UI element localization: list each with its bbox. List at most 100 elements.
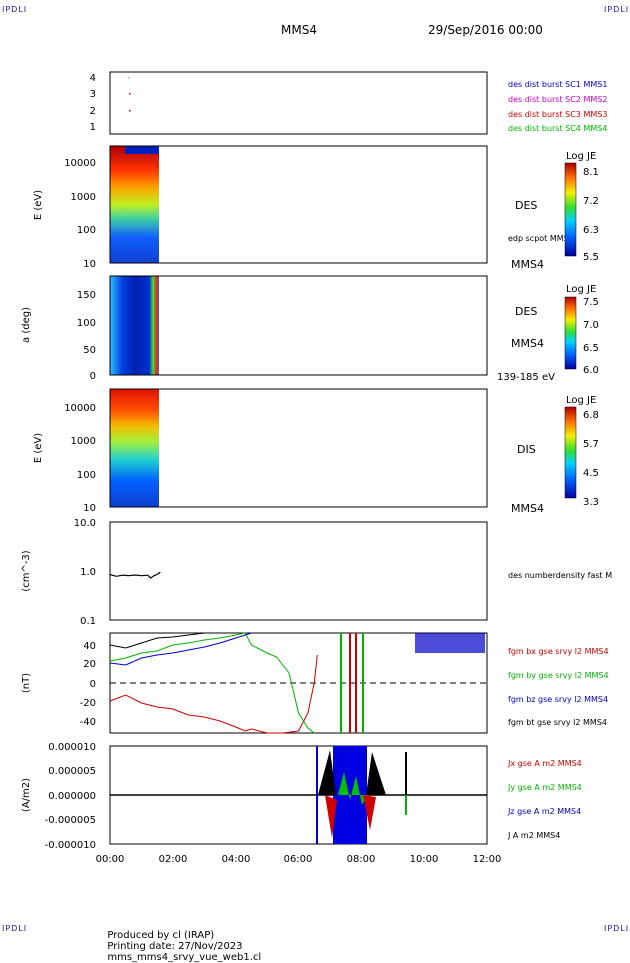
p7-jy-spike-930 [405,795,407,815]
panel-1: 4 3 2 1 des dist burst SC1 MMS1 des dist… [90,71,607,135]
p2-ytick-2: 100 [77,225,96,236]
corner-label-bl: IPDLI [2,924,28,933]
p1-point-mms4 [128,77,130,79]
p6-legend-1: fgm by gse srvy l2 MMS4 [508,671,609,680]
p6-bz-burst [415,633,485,653]
p6-ytick-2: 0 [90,679,96,690]
panel-2-frame [109,145,488,264]
x-tick-4: 08:00 [347,854,376,865]
p3-label3: 139-185 eV [497,372,555,383]
corner-label-br: IPDLI [604,924,630,933]
p2-label3: MMS4 [511,258,544,271]
p2-label2: edp scpot MMS4 [508,234,574,243]
x-tick-5: 10:00 [410,854,439,865]
p7-j-spike-930 [405,752,407,795]
panel-2: E (eV) 10000 1000 100 10 DES edp scpot M… [33,145,599,271]
x-tick-0: 00:00 [96,854,125,865]
p7-legend-0: Jx gse A m2 MMS4 [507,759,582,768]
x-tick-3: 06:00 [284,854,313,865]
p7-jx-region-1 [325,795,337,838]
panel-3: a (deg) 150 100 50 0 DES MMS4 139-185 eV… [21,275,599,383]
p4-cbar-tick-2: 4.5 [583,468,599,479]
p6-by-spike-2 [362,633,364,733]
p2-spectrogram-top [125,146,159,154]
time-axis: 00:00 02:00 04:00 06:00 08:00 10:00 12:0… [96,854,502,865]
p2-cbar-tick-1: 7.2 [583,196,599,207]
p7-jx-region-2 [363,795,376,830]
p3-ytick-2: 50 [83,345,96,356]
p4-cbar-tick-1: 5.7 [583,439,599,450]
p6-series-1 [109,632,315,734]
p2-ytick-3: 10 [83,259,96,270]
footer-printing-date: Printing date: 27/Nov/2023 [107,941,243,952]
p4-ytick-0: 10000 [64,403,96,414]
p1-legend-2: des dist burst SC3 MMS3 [508,110,607,119]
p4-ytick-2: 100 [77,470,96,481]
p2-spectrogram [110,146,159,263]
p7-legend-3: J A m2 MMS4 [507,831,560,840]
p6-ytick-1: 20 [83,659,96,670]
p6-bx-spike-1 [349,633,351,733]
p6-ytick-0: 40 [83,641,96,652]
figure: 4 3 2 1 des dist burst SC1 MMS1 des dist… [21,71,612,865]
p4-instrument: DIS [517,443,536,456]
p5-ytick-2: 0.1 [80,616,96,627]
p6-ytick-4: -40 [80,717,96,728]
p3-ylabel: a (deg) [21,307,32,343]
p7-legend-2: Jz gse A m2 MMS4 [507,807,581,816]
p2-cbar-tick-0: 8.1 [583,167,599,178]
p4-ytick-1: 1000 [71,436,96,447]
p3-ytick-0: 150 [77,290,96,301]
datetime-title: 29/Sep/2016 00:00 [428,23,543,37]
corner-label-tr: IPDLI [604,5,630,14]
p2-ytick-1: 1000 [71,192,96,203]
p6-legend-3: fgm bt gse srvy l2 MMS4 [508,718,607,727]
corner-label-tl: IPDLI [2,5,28,14]
panel-7: (A/m2) 0.000010 0.000005 0.000000 -0.000… [21,742,582,851]
p2-cbar-tick-2: 6.3 [583,225,599,236]
p7-ytick-3: -0.000005 [45,815,96,826]
p6-bx-spike-2 [355,633,357,733]
p5-ytick-1: 1.0 [80,567,96,578]
p2-cbar-title: Log JE [566,151,596,162]
p3-cbar-tick-2: 6.5 [583,343,599,354]
p1-ytick-0: 4 [90,73,96,84]
footer-produced-by: Produced by cl (IRAP) [107,930,215,941]
p7-ytick-4: -0.000010 [45,840,96,851]
p2-instrument: DES [515,199,537,212]
p4-label3: MMS4 [511,502,544,515]
p3-cbar-tick-3: 6.0 [583,365,599,376]
p1-ytick-1: 3 [90,89,96,100]
panel-5: (cm^-3) 10.0 1.0 0.1 des numberdensity f… [21,518,612,627]
p3-spectrogram [110,276,159,375]
p3-cbar-title: Log JE [566,284,596,295]
p7-ytick-2: 0.000000 [48,791,96,802]
x-tick-6: 12:00 [473,854,502,865]
p4-ylabel: E (eV) [33,433,44,463]
panel-1-frame [109,71,488,135]
p2-colorbar [564,162,577,257]
p2-ylabel: E (eV) [33,190,44,220]
p1-legend-0: des dist burst SC1 MMS1 [508,80,607,89]
p4-colorbar [564,406,577,499]
p4-cbar-tick-0: 6.8 [583,410,599,421]
p1-legend-3: des dist burst SC4 MMS4 [508,124,607,133]
spacecraft-title: MMS4 [281,23,317,37]
x-tick-2: 04:00 [222,854,251,865]
p6-series-0 [109,654,318,734]
p4-cbar-tick-3: 3.3 [583,497,599,508]
p5-lines [109,571,161,579]
p7-ytick-0: 0.000010 [48,742,96,753]
p7-jz-spike [316,746,318,844]
p7-legend-1: Jy gse A m2 MMS4 [507,783,582,792]
p5-ytick-0: 10.0 [74,518,96,529]
p3-colorbar [564,296,577,370]
p7-j-black-2 [366,752,386,795]
panel-4: E (eV) 10000 1000 100 10 DIS MMS4 Log JE… [33,388,599,515]
p7-j-black-1 [318,750,336,795]
p4-ytick-3: 10 [83,503,96,514]
p6-series-2 [109,632,252,666]
p6-ylabel: (nT) [21,673,32,693]
p3-ytick-1: 100 [77,318,96,329]
p3-instrument: DES [515,305,537,318]
